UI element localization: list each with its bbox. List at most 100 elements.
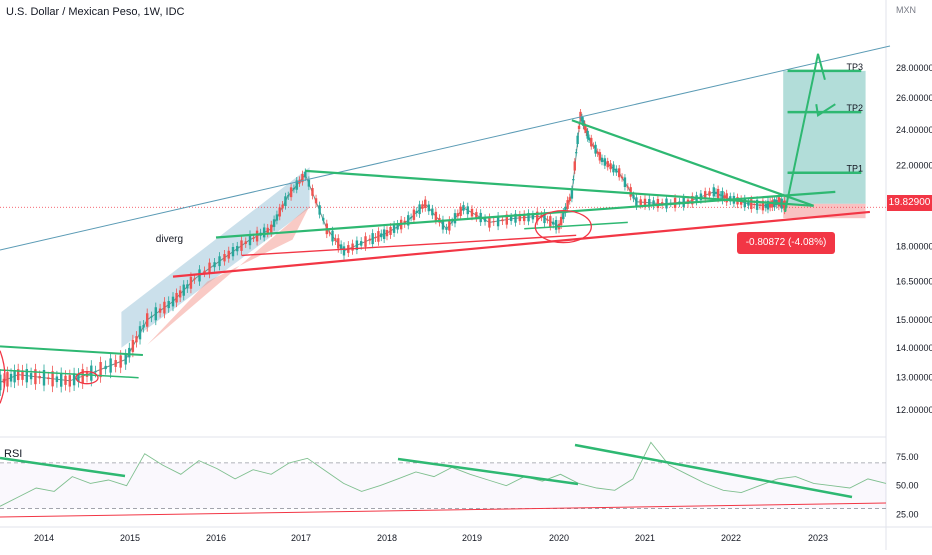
annotation-diverg: diverg	[156, 234, 183, 245]
candle-body	[0, 374, 2, 391]
candle-body	[236, 245, 239, 252]
candle-body	[445, 227, 448, 230]
candle-body	[629, 187, 632, 197]
candle-body	[568, 197, 571, 202]
candle-body	[691, 195, 694, 205]
candle-body	[186, 284, 189, 289]
candle-body	[609, 163, 612, 170]
candle-body	[104, 365, 107, 370]
candle-body	[189, 276, 193, 289]
candle-body	[448, 219, 451, 231]
candle-body	[523, 213, 526, 222]
candle-body	[292, 187, 296, 190]
candle-body	[328, 232, 331, 234]
candle-body	[639, 199, 642, 205]
candle-body	[34, 369, 37, 385]
candle-body	[635, 197, 638, 207]
candle-body	[699, 193, 703, 201]
candle-body	[351, 243, 354, 251]
candle-body	[577, 125, 581, 129]
candle-body	[77, 373, 80, 382]
candle-body	[248, 234, 252, 246]
candle-body	[615, 168, 618, 173]
candle-body	[150, 316, 153, 318]
candle-body	[409, 217, 413, 219]
candle-body	[743, 198, 746, 208]
candle-body	[124, 354, 127, 365]
candle-body	[456, 213, 460, 217]
candle-body	[648, 199, 651, 207]
candle-body	[620, 176, 624, 179]
candle-body	[418, 204, 421, 215]
candle-body	[334, 238, 337, 242]
candle-body	[13, 370, 16, 383]
candle-body	[721, 190, 724, 201]
x-tick-label: 2015	[120, 533, 140, 543]
tp-label: TP1	[847, 164, 864, 174]
candle-body	[509, 216, 513, 222]
candle-body	[109, 358, 112, 373]
candle-body	[606, 161, 609, 168]
candle-body	[590, 137, 593, 147]
trendline-support-green	[215, 190, 836, 239]
candle-body	[142, 324, 145, 328]
candle-body	[747, 202, 750, 206]
projection-arrow	[783, 53, 826, 213]
candle-body	[227, 250, 230, 259]
candle-body	[270, 224, 273, 234]
candle-body	[459, 206, 462, 216]
trendline-support-red	[172, 210, 871, 278]
candle-body	[441, 219, 445, 230]
candle-body	[575, 152, 578, 154]
chart-title: U.S. Dollar / Mexican Peso, 1W, IDC	[6, 6, 185, 18]
candle-body	[81, 369, 84, 384]
candle-body	[462, 205, 465, 211]
x-tick-label: 2023	[808, 533, 828, 543]
candle-body	[415, 210, 418, 214]
candle-body	[716, 188, 720, 199]
candle-body	[51, 371, 54, 387]
ellipse-edge	[0, 350, 6, 404]
x-tick-label: 2017	[291, 533, 311, 543]
last-price-label: 19.82900	[887, 195, 932, 211]
candle-body	[392, 224, 396, 233]
rsi-trendline-3	[574, 443, 853, 499]
projection-arrowhead	[815, 103, 836, 118]
candle-body	[94, 371, 97, 373]
candle-body	[182, 284, 185, 296]
candle-body	[566, 200, 569, 209]
candle-body	[99, 361, 102, 378]
candle-body	[623, 177, 627, 188]
x-tick-label: 2021	[635, 533, 655, 543]
candle-body	[488, 217, 491, 228]
candle-body	[612, 164, 615, 173]
rsi-band	[0, 462, 886, 509]
candle-body	[382, 229, 386, 240]
candle-body	[466, 206, 469, 215]
candle-body	[2, 378, 6, 383]
candle-body	[592, 145, 595, 147]
candle-body	[29, 373, 33, 380]
candle-body	[314, 198, 318, 204]
ellipse-2020	[534, 209, 592, 244]
candle-body	[583, 123, 586, 131]
candle-body	[355, 240, 359, 251]
rsi-tick-label: 25.00	[896, 509, 919, 519]
candle-body	[198, 269, 201, 282]
candle-body	[55, 376, 59, 383]
tp-label: TP3	[847, 62, 864, 72]
candle-body	[337, 238, 340, 249]
candle-body	[407, 215, 410, 226]
candle-body	[603, 158, 607, 166]
candle-body	[782, 204, 785, 206]
candle-body	[266, 227, 269, 234]
candle-body	[505, 214, 508, 225]
candle-body	[38, 376, 41, 379]
candle-body	[272, 219, 276, 227]
candle-body	[131, 339, 135, 352]
target-box	[783, 70, 866, 204]
candle-body	[501, 219, 504, 222]
candle-body	[304, 171, 307, 178]
